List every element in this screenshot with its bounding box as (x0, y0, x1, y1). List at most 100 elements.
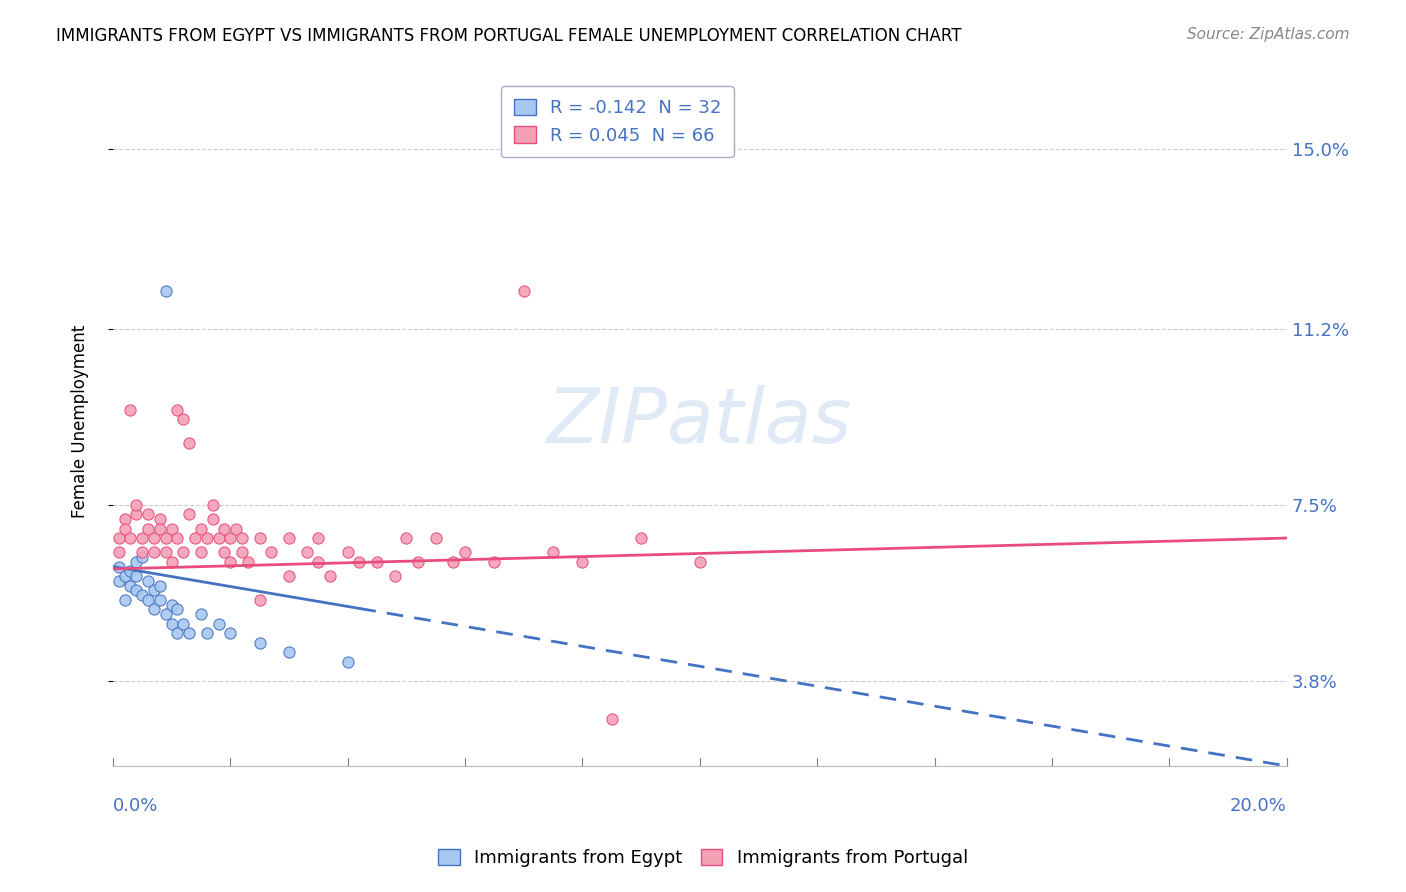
Point (107, 574, 129, 588)
Point (142, 583, 165, 598)
Point (142, 531, 165, 545)
Point (366, 555, 388, 569)
Point (125, 498, 148, 512)
Point (160, 522, 183, 536)
Point (195, 531, 218, 545)
Point (406, 555, 429, 569)
Point (307, 555, 329, 569)
Point (214, 545, 236, 559)
Text: IMMIGRANTS FROM EGYPT VS IMMIGRANTS FROM PORTUGAL FEMALE UNEMPLOYMENT CORRELATIO: IMMIGRANTS FROM EGYPT VS IMMIGRANTS FROM… (56, 27, 962, 45)
Point (260, 545, 283, 559)
Point (295, 545, 318, 559)
Point (166, 602, 188, 616)
Point (131, 550, 153, 565)
Legend: R = -0.142  N = 32, R = 0.045  N = 66: R = -0.142 N = 32, R = 0.045 N = 66 (502, 87, 734, 157)
Point (107, 531, 129, 545)
Point (107, 545, 129, 559)
Point (136, 508, 159, 522)
Point (125, 555, 148, 569)
Text: Source: ZipAtlas.com: Source: ZipAtlas.com (1187, 27, 1350, 42)
Point (120, 531, 142, 545)
Point (136, 574, 159, 588)
Point (114, 592, 136, 607)
Point (166, 531, 188, 545)
Point (131, 545, 153, 559)
Point (172, 545, 194, 559)
Legend: Immigrants from Egypt, Immigrants from Portugal: Immigrants from Egypt, Immigrants from P… (430, 841, 976, 874)
Point (160, 616, 183, 631)
Point (114, 569, 136, 583)
Point (125, 569, 148, 583)
Point (278, 531, 301, 545)
Point (630, 531, 652, 545)
Point (160, 598, 183, 612)
Point (571, 555, 593, 569)
Point (484, 555, 506, 569)
Text: ZIPatlas: ZIPatlas (547, 384, 852, 458)
Point (249, 635, 271, 649)
Point (114, 512, 136, 526)
Point (541, 545, 564, 559)
Point (179, 436, 201, 450)
Point (219, 626, 242, 640)
Point (142, 545, 165, 559)
Point (231, 545, 253, 559)
Point (689, 555, 711, 569)
Point (172, 412, 194, 426)
Point (136, 592, 159, 607)
Point (131, 588, 153, 602)
Point (142, 602, 165, 616)
Point (425, 531, 447, 545)
Y-axis label: Female Unemployment: Female Unemployment (72, 325, 89, 518)
Point (231, 531, 253, 545)
Point (166, 402, 188, 417)
Point (219, 531, 242, 545)
Point (179, 508, 201, 522)
Point (278, 645, 301, 659)
Point (149, 578, 172, 592)
Point (155, 607, 177, 621)
Point (120, 578, 142, 592)
Point (160, 555, 183, 569)
Point (307, 531, 329, 545)
Point (190, 522, 212, 536)
Text: 0.0%: 0.0% (112, 797, 159, 814)
Point (441, 555, 464, 569)
Point (166, 626, 188, 640)
Point (125, 583, 148, 598)
Point (513, 284, 536, 298)
Point (107, 559, 129, 574)
Point (384, 569, 406, 583)
Point (195, 626, 218, 640)
Point (225, 522, 247, 536)
Point (249, 531, 271, 545)
Point (155, 531, 177, 545)
Point (236, 555, 259, 569)
Point (349, 555, 371, 569)
Point (249, 592, 271, 607)
Point (149, 592, 172, 607)
Point (190, 607, 212, 621)
Point (201, 512, 224, 526)
Point (278, 569, 301, 583)
Point (136, 522, 159, 536)
Point (201, 498, 224, 512)
Point (131, 531, 153, 545)
Point (149, 512, 172, 526)
Point (207, 616, 229, 631)
Point (125, 508, 148, 522)
Point (149, 522, 172, 536)
Point (214, 522, 236, 536)
Point (219, 555, 242, 569)
Point (179, 626, 201, 640)
Point (190, 545, 212, 559)
Text: 20.0%: 20.0% (1230, 797, 1286, 814)
Point (155, 284, 177, 298)
Point (207, 531, 229, 545)
Point (120, 402, 142, 417)
Point (120, 564, 142, 578)
Point (395, 531, 418, 545)
Point (336, 655, 359, 669)
Point (155, 545, 177, 559)
Point (319, 569, 342, 583)
